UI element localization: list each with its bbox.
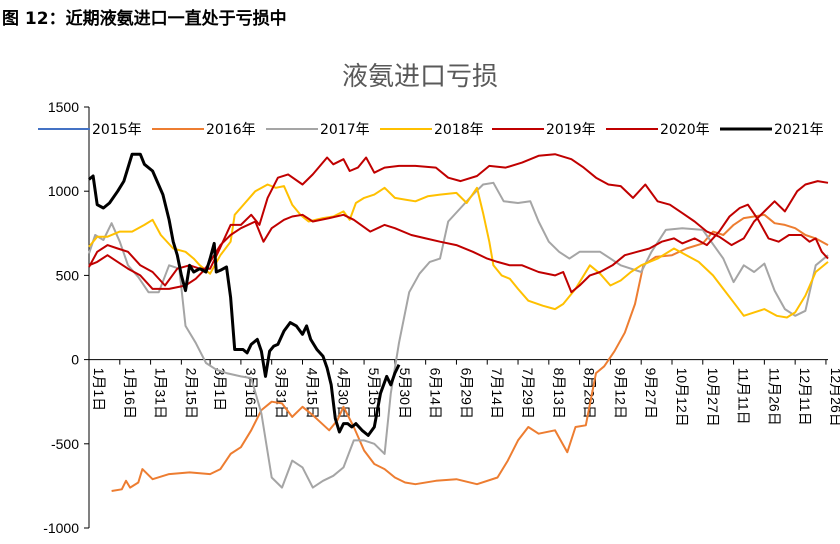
legend-label: 2019年 — [546, 122, 596, 138]
series-lines — [88, 152, 829, 492]
x-tick-label: 4月30日 — [335, 368, 351, 419]
x-tick-label: 9月12日 — [612, 368, 628, 419]
x-tick-label: 12月26日 — [828, 368, 840, 427]
x-axis: 1月1日 1月16日 1月31日 2月15日 3月1日 3月16日 3月31日 4月15日 4月… — [88, 359, 840, 427]
x-tick-label: 7月14日 — [489, 368, 505, 419]
series-line-2018 — [88, 183, 829, 319]
x-tick-label: 10月27日 — [705, 368, 721, 427]
series-line-2021 — [88, 152, 401, 437]
chart-title: 液氨进口亏损 — [341, 62, 498, 92]
y-tick-label: 0 — [71, 352, 79, 368]
legend: 2015年 2016年 2017年 2018年 2019年 2020年 2021年 — [38, 122, 824, 138]
y-tick-label: 1500 — [48, 99, 79, 115]
legend-label: 2018年 — [434, 122, 484, 138]
y-tick-label: -1000 — [43, 520, 79, 536]
x-tick-label: 7月29日 — [520, 368, 536, 419]
x-tick-label: 6月29日 — [458, 368, 474, 419]
x-tick-label: 3月1日 — [212, 368, 228, 412]
x-tick-label: 10月12日 — [674, 368, 690, 427]
legend-label: 2016年 — [206, 122, 256, 138]
x-tick-label: 1月1日 — [91, 368, 107, 412]
x-tick-label: 3月16日 — [243, 368, 259, 419]
x-tick-label: 11月11日 — [736, 368, 752, 425]
x-tick-label: 11月26日 — [766, 368, 782, 426]
series-line-2020 — [88, 153, 829, 287]
x-tick-label: 8月13日 — [551, 368, 567, 419]
y-axis: 1500 1000 500 0 -500 -1000 — [43, 99, 90, 536]
legend-label: 2021年 — [774, 122, 824, 138]
x-tick-label: 12月11日 — [797, 368, 813, 426]
x-tick-label: 4月15日 — [304, 368, 320, 419]
figure-caption: 图 12：近期液氨进口一直处于亏损中 — [2, 9, 287, 29]
legend-label: 2015年 — [92, 122, 142, 138]
x-tick-label: 1月31日 — [153, 368, 169, 419]
legend-label: 2020年 — [660, 122, 710, 138]
legend-label: 2017年 — [320, 122, 370, 138]
x-tick-label: 2月15日 — [183, 368, 199, 419]
x-tick-label: 3月31日 — [274, 368, 290, 419]
series-line-2017 — [88, 181, 829, 489]
x-tick-label: 5月30日 — [397, 368, 413, 419]
y-tick-label: 1000 — [48, 183, 79, 199]
y-tick-label: -500 — [51, 436, 79, 452]
x-tick-label: 1月16日 — [122, 368, 138, 419]
y-tick-label: 500 — [56, 267, 80, 283]
x-tick-label: 6月14日 — [428, 368, 444, 419]
x-tick-label: 9月27日 — [643, 368, 659, 419]
